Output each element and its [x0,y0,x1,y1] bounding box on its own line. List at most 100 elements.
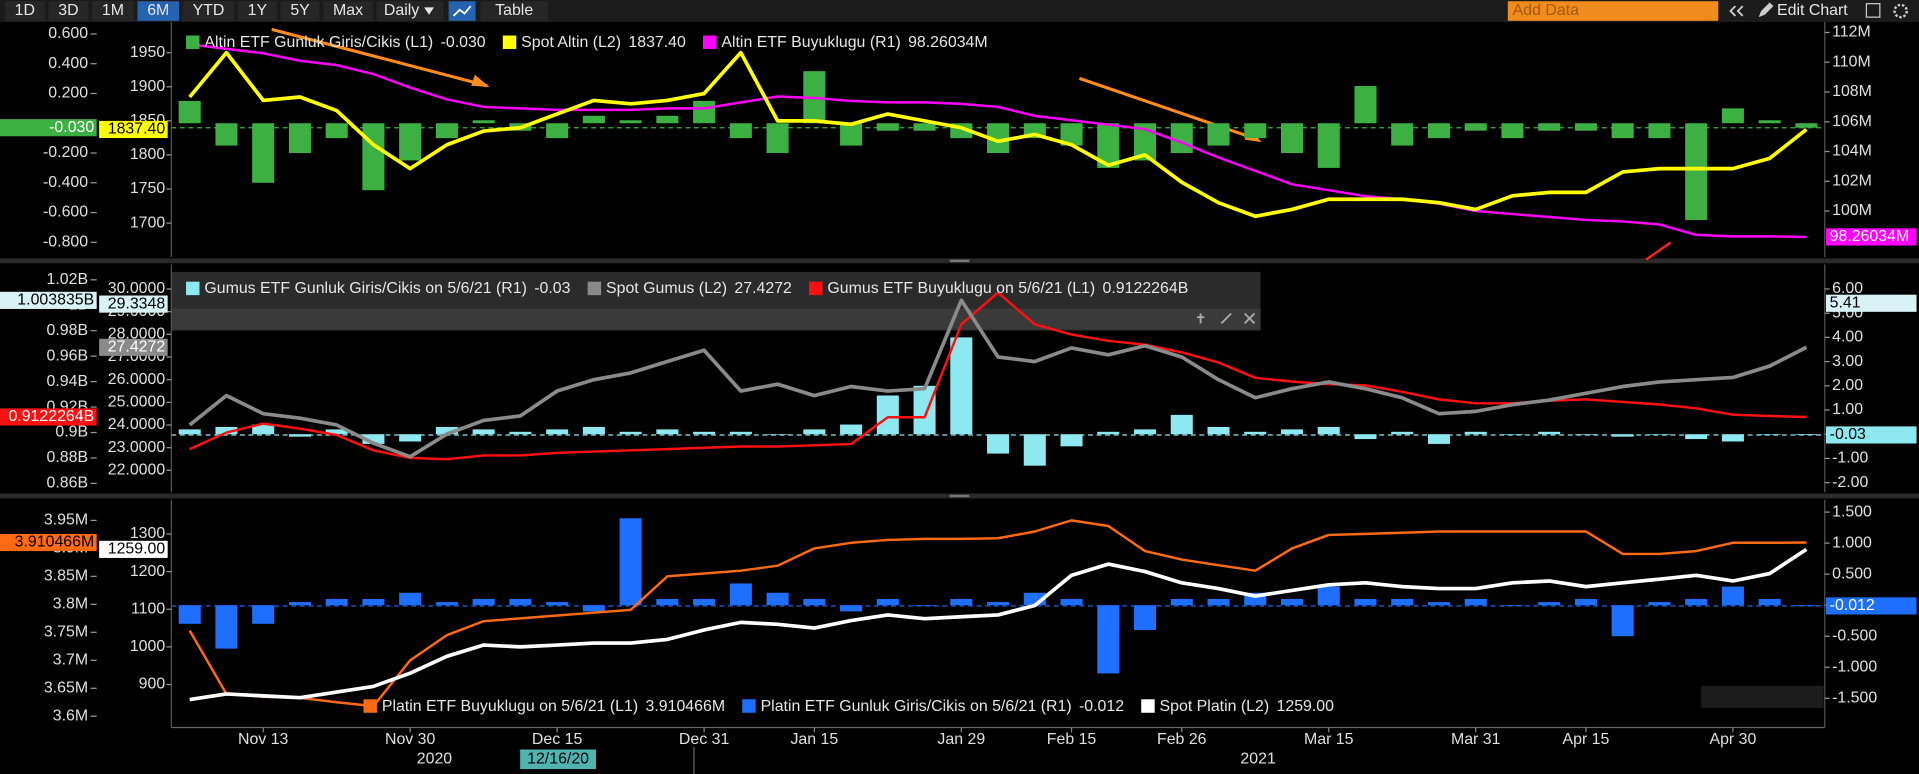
flow-bar [1207,598,1230,606]
flow-bar [288,123,311,154]
legend-label: Platin ETF Gunluk Giris/Cikis on 5/6/21 … [761,698,1072,715]
frequency-button[interactable] [376,1,444,21]
last-value-tag [0,533,97,552]
flow-bar [840,123,863,146]
panel-tools[interactable] [1701,685,1824,708]
y-tick-label: 0.94B [47,373,89,390]
flow-bar [1354,598,1377,606]
legend-label: Spot Gumus (L2) [606,280,727,297]
y-tick-label: -1.00 [1832,450,1868,467]
window-icon[interactable] [1865,3,1881,18]
add-data-input[interactable] [1507,1,1719,21]
flow-bar [729,123,752,139]
y-tick-label: 112M [1832,24,1871,41]
flow-bar [1060,434,1083,447]
x-tick-label: Nov 13 [238,731,289,748]
legend-swatch [703,35,717,49]
flow-bar [987,602,1010,606]
flow-bar [803,429,826,435]
collapse-icon[interactable] [1729,5,1744,17]
range-button[interactable] [182,1,235,21]
price-line [188,298,1808,459]
annotation-arrowhead [471,74,490,87]
x-tick-label: Apr 15 [1563,731,1610,748]
flow-bar [1280,429,1304,435]
table-button[interactable] [480,1,548,21]
legend-swatch [186,35,200,49]
x-tick-label: Feb 26 [1157,731,1207,748]
flow-bar [766,434,789,435]
y-tick-label: 104M [1832,143,1872,160]
annotation-arrow [271,27,488,88]
cursor-tag [99,295,168,313]
year-label: 2021 [1240,751,1276,768]
y-tick-label: 900 [139,676,166,693]
range-button[interactable] [92,1,134,21]
range-button[interactable] [237,1,277,21]
flow-bar [252,605,275,624]
frequency-label[interactable]: Daily [384,2,419,19]
y-tick-label: -0.800 [43,234,88,251]
legend-value: 0.9122264B [1103,280,1189,297]
range-button[interactable] [280,1,320,21]
range-label[interactable]: 5Y [290,2,310,19]
range-button[interactable] [323,1,373,21]
add-data-placeholder[interactable]: Add Data [1513,2,1579,19]
pencil-icon [1758,2,1774,18]
y-tick-label: 26.0000 [108,371,166,388]
flow-bar [1427,123,1450,139]
range-button[interactable] [48,1,89,21]
flow-bar [1207,123,1230,146]
size-line [189,43,1807,239]
y-tick-label: 106M [1832,113,1872,130]
range-label[interactable]: 1M [102,2,124,19]
flow-bar [766,123,789,154]
range-label[interactable]: 1D [15,2,35,19]
edit-chart-button[interactable]: Edit Chart [1777,2,1848,19]
flow-bar [1317,586,1340,606]
separator-handle[interactable] [949,259,970,263]
y-tick-label: 3.8M [53,596,88,613]
legend-label: Platin ETF Buyuklugu on 5/6/21 (L1) [382,698,638,715]
y-tick-label: 1.000 [1832,534,1872,551]
flow-bar [546,123,569,139]
annotation-line [1645,241,1672,261]
flow-bar [656,429,679,435]
last-value-label: -0.012 [1830,597,1875,614]
range-label[interactable]: Max [333,2,363,19]
settings-icon[interactable] [1893,3,1908,19]
cursor-label: 29.3348 [108,295,166,312]
last-value-label: 1837.40 [108,121,166,138]
separator-handle[interactable] [949,494,970,498]
legend-icons[interactable] [1196,312,1256,324]
flow-bar [1170,598,1193,606]
y-tick-label: 23.0000 [108,439,166,456]
legend-label: Altin ETF Buyuklugu (R1) [721,34,900,51]
range-label[interactable]: 6M [147,2,169,19]
range-button[interactable] [4,1,45,21]
flow-bar [840,424,863,435]
price-line [188,50,1808,219]
y-tick-label: 6.00 [1832,280,1863,297]
table-label[interactable]: Table [495,2,533,19]
last-value-tag [99,120,168,139]
range-label[interactable]: YTD [193,2,225,19]
flow-bar [913,123,936,131]
range-label[interactable]: 1Y [248,2,268,19]
size-line [188,519,1807,708]
range-button[interactable] [137,1,180,21]
x-tick-label: Nov 30 [385,731,436,748]
flow-bar [950,337,973,435]
cursor-label: 5.41 [1830,294,1861,311]
flow-bar [987,434,1010,454]
flow-bar [1427,434,1450,444]
legend-value: -0.030 [441,34,486,51]
range-label[interactable]: 3D [58,2,78,19]
y-tick-label: 3.65M [44,679,88,696]
legend-value: 98.26034M [908,34,988,51]
y-tick-label: 0.86B [47,475,89,492]
flow-bar [1060,123,1083,146]
flow-bar [472,429,495,435]
flow-bar [215,605,238,649]
flow-bar [840,605,863,612]
